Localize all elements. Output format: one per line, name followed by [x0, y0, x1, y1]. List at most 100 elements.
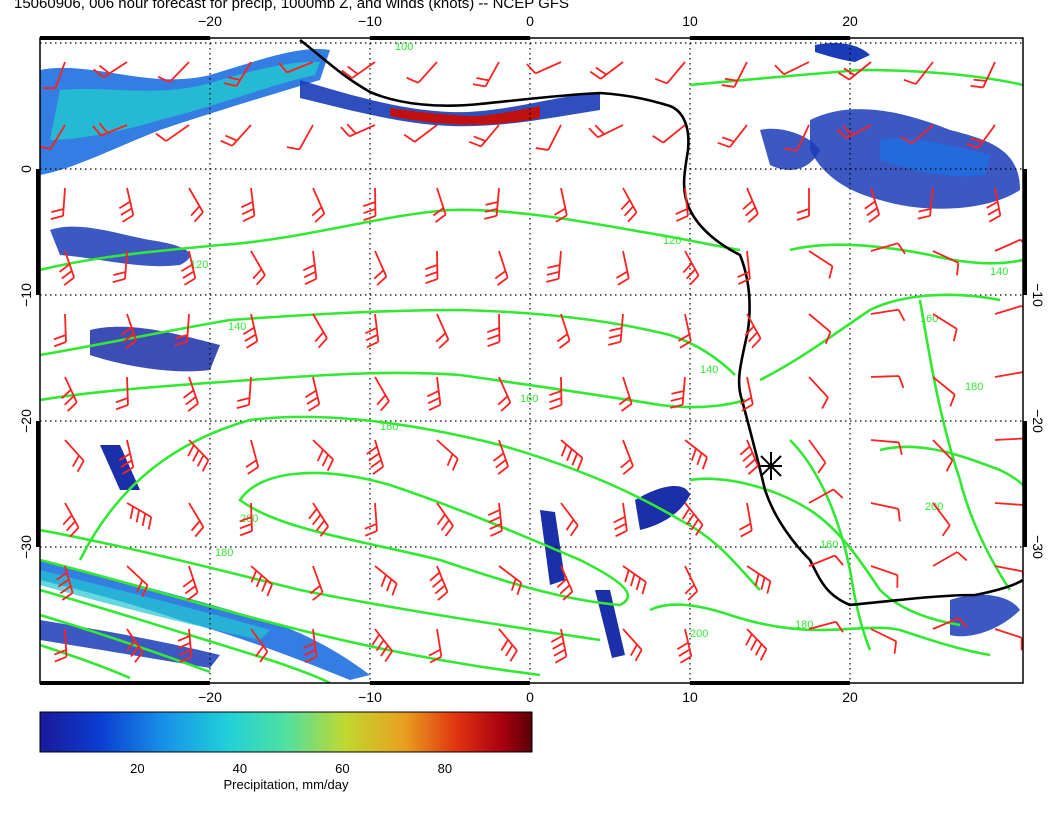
contour-label: 160	[920, 313, 938, 325]
wind-barb	[492, 439, 509, 475]
wind-barb	[684, 565, 699, 601]
coastline	[299, 38, 1024, 607]
wind-barb	[682, 250, 700, 286]
wind-barb	[118, 187, 135, 223]
lat-tick-label: −20	[1030, 409, 1046, 433]
wind-barb	[970, 61, 996, 89]
wind-barb	[966, 124, 996, 149]
wind-barb	[425, 250, 439, 285]
contour-africa-160	[759, 293, 1001, 382]
contour-africa-inner	[789, 439, 872, 651]
contour-120	[40, 208, 741, 272]
wind-barb	[177, 628, 193, 663]
colorbar	[39, 711, 533, 753]
wind-barb	[618, 376, 633, 412]
wind-barb	[309, 565, 324, 601]
contour-label: 140	[700, 364, 718, 376]
wind-barb	[994, 502, 1023, 518]
wind-barb	[53, 628, 68, 663]
contour-label: 100	[395, 41, 413, 53]
wind-barb	[188, 187, 204, 223]
contour-label: 200	[240, 513, 258, 525]
lon-tick-label: 0	[526, 13, 534, 29]
wind-barb	[608, 313, 624, 346]
wind-barb	[740, 376, 754, 412]
contour-label: 140	[990, 266, 1008, 278]
contour-label: 120	[663, 235, 681, 247]
lon-labels-top: −20 −10 0 10 20	[198, 13, 858, 29]
wind-barb	[174, 313, 190, 346]
wind-barb	[808, 313, 832, 345]
wind-barb	[126, 565, 149, 597]
wind-barb	[616, 250, 630, 286]
wind-barb	[112, 250, 128, 283]
wind-barbs	[40, 61, 1023, 664]
wind-barb	[678, 313, 692, 349]
wind-barb	[364, 313, 380, 349]
lon-tick-label: −20	[198, 689, 222, 705]
contour-label: 180	[965, 381, 983, 393]
wind-barb	[302, 628, 318, 664]
wind-barb	[311, 187, 326, 223]
asterisk-marker	[760, 452, 782, 480]
wind-barb	[236, 376, 252, 409]
wind-barb	[64, 439, 85, 473]
wind-barb	[994, 628, 1023, 651]
contour-200	[238, 471, 630, 607]
map-frame	[39, 37, 1024, 684]
frame-ticks	[36, 36, 1027, 685]
wind-barb	[870, 439, 903, 455]
wind-barb	[900, 124, 934, 145]
wind-barb	[42, 61, 66, 90]
wind-barb	[468, 124, 500, 148]
colorbar-label: Precipitation, mm/day	[224, 777, 349, 792]
wind-barb	[588, 124, 624, 139]
wind-barb	[784, 124, 810, 152]
wind-barb	[118, 439, 135, 475]
wind-barb	[436, 502, 454, 537]
wind-barb	[620, 439, 634, 475]
lon-tick-label: 10	[682, 13, 698, 29]
wind-barb	[994, 238, 1023, 252]
wind-barb	[432, 187, 447, 223]
contour-south-3	[40, 588, 331, 683]
wind-barb	[675, 187, 689, 222]
contour-label: 140	[228, 321, 246, 333]
wind-barb	[373, 250, 388, 286]
lon-tick-label: −10	[358, 13, 382, 29]
wind-barb	[340, 123, 376, 138]
wind-barb	[126, 502, 153, 530]
wind-barb	[654, 61, 686, 85]
wind-barb	[838, 61, 872, 81]
wind-barb	[484, 187, 500, 220]
lat-tick-label: −10	[18, 283, 34, 307]
wind-barb	[684, 439, 708, 470]
wind-barb	[487, 502, 503, 537]
wind-barb	[717, 124, 748, 148]
wind-barb	[429, 565, 449, 601]
wind-barb	[55, 565, 74, 601]
wind-barb	[406, 61, 438, 84]
wind-barb	[498, 565, 523, 596]
lat-tick-label: −30	[1030, 535, 1046, 559]
wind-barb	[426, 376, 442, 412]
wind-barb	[155, 124, 190, 142]
precip-patch-west	[50, 226, 190, 267]
colorbar-tick-label: 80	[438, 761, 452, 776]
colorbar-tick-label: 40	[233, 761, 247, 776]
wind-barb	[742, 187, 759, 223]
contour-label: 200	[690, 628, 708, 640]
precip-patch-sw	[100, 445, 140, 490]
colorbar-ticks: 20 40 60 80	[130, 761, 452, 776]
wind-barb	[808, 376, 829, 410]
wind-barb	[870, 565, 899, 588]
wind-barb	[556, 313, 571, 349]
colorbar-tick-label: 60	[335, 761, 349, 776]
wind-barb	[546, 250, 562, 283]
lon-tick-label: −10	[358, 689, 382, 705]
wind-barb	[472, 61, 500, 88]
wind-barb	[308, 502, 330, 537]
contour-africa-east	[918, 299, 1012, 591]
wind-barb	[250, 628, 269, 663]
